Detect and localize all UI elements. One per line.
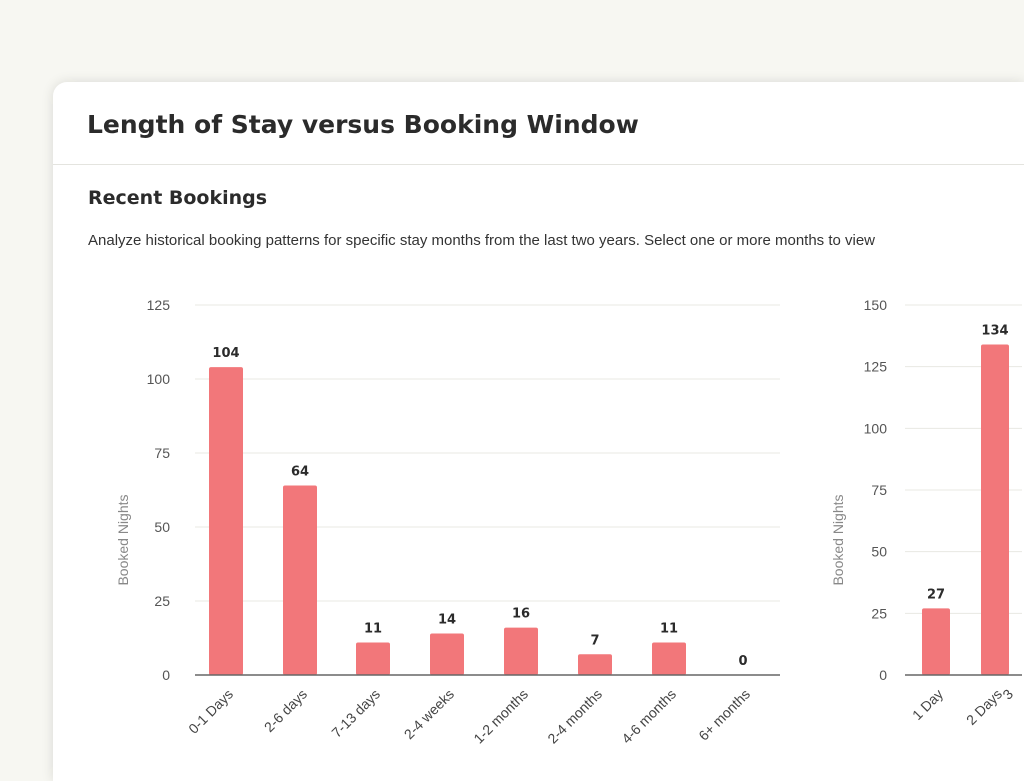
data-label: 134 (981, 323, 1008, 338)
x-tick-label: 1-2 months (470, 686, 531, 747)
data-label: 104 (212, 346, 239, 361)
bar (652, 642, 686, 675)
bar (981, 344, 1009, 675)
y-tick-label: 125 (864, 359, 888, 375)
data-label: 0 (738, 654, 747, 669)
data-label: 7 (590, 633, 599, 648)
section-description: Analyze historical booking patterns for … (88, 232, 876, 249)
y-tick-label: 100 (864, 420, 888, 436)
data-label: 11 (660, 621, 678, 636)
y-tick-label: 100 (147, 371, 171, 387)
y-axis-label: Booked Nights (115, 494, 131, 585)
y-tick-label: 0 (879, 667, 887, 683)
data-label: 16 (512, 607, 530, 622)
x-tick-label: 6+ months (695, 686, 753, 744)
bar (922, 608, 950, 675)
bar (430, 633, 464, 675)
y-tick-label: 25 (871, 605, 887, 621)
y-tick-label: 75 (871, 482, 887, 498)
y-axis-label: Booked Nights (830, 494, 846, 585)
bar (578, 654, 612, 675)
x-tick-label: 2-4 months (544, 686, 605, 747)
data-label: 14 (438, 613, 456, 628)
y-tick-label: 75 (154, 445, 170, 461)
y-tick-label: 150 (864, 297, 888, 313)
section-title: Recent Bookings (88, 187, 268, 209)
data-label: 27 (927, 587, 945, 602)
bar (504, 627, 538, 675)
x-tick-label: 0-1 Days (185, 686, 236, 737)
page-title: Length of Stay versus Booking Window (87, 110, 639, 139)
x-tick-label: 7-13 days (328, 686, 383, 741)
y-tick-label: 125 (147, 297, 171, 313)
card-header: Length of Stay versus Booking Window (53, 82, 1024, 165)
x-tick-label: 2-4 weeks (401, 686, 457, 742)
y-tick-label: 0 (162, 667, 170, 683)
y-tick-label: 50 (871, 544, 887, 560)
y-tick-label: 25 (154, 593, 170, 609)
bar (283, 485, 317, 675)
data-label: 11 (364, 621, 382, 636)
x-tick-label: 1 Day (909, 686, 946, 723)
bar (209, 367, 243, 675)
x-tick-label: 2-6 days (261, 686, 310, 735)
y-tick-label: 50 (154, 519, 170, 535)
data-label: 64 (291, 465, 309, 480)
x-tick-label: 4-6 months (618, 686, 679, 747)
bar (356, 642, 390, 675)
